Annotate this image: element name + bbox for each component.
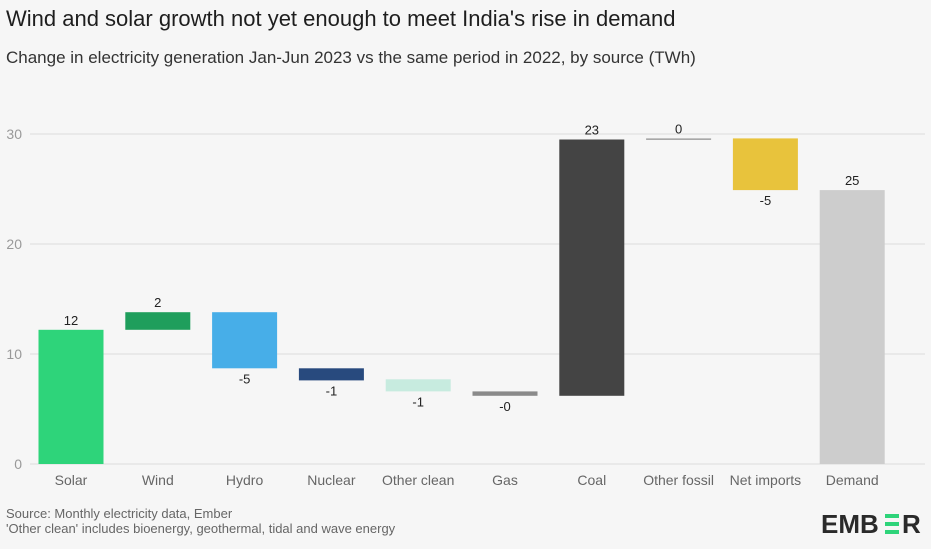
y-tick-label: 0 [14, 456, 22, 472]
bar-other-fossil [646, 138, 712, 140]
data-label: -1 [412, 394, 424, 409]
x-tick-label: Gas [492, 472, 518, 488]
x-tick-label: Other fossil [643, 472, 714, 488]
svg-text:EMB: EMB [821, 511, 879, 537]
bar-wind [125, 312, 191, 330]
data-label: 2 [154, 295, 161, 310]
x-tick-label: Demand [826, 472, 879, 488]
bar-nuclear [298, 368, 364, 381]
source-note: Source: Monthly electricity data, Ember [6, 506, 233, 521]
x-tick-label: Net imports [730, 472, 802, 488]
data-label: -5 [760, 193, 772, 208]
x-tick-label: Other clean [382, 472, 454, 488]
bar-demand [819, 190, 885, 464]
chart-title: Wind and solar growth not yet enough to … [6, 6, 676, 31]
bar-other-clean [385, 379, 451, 392]
data-label: 12 [64, 313, 78, 328]
data-label: 23 [585, 123, 599, 138]
data-label: -5 [239, 371, 251, 386]
bar-hydro [212, 312, 278, 369]
chart-subtitle: Change in electricity generation Jan-Jun… [6, 48, 696, 67]
bar-net-imports [732, 138, 798, 191]
data-label: 25 [845, 173, 859, 188]
bar-coal [559, 139, 625, 396]
y-tick-label: 20 [6, 236, 22, 252]
x-tick-label: Wind [142, 472, 174, 488]
x-tick-label: Solar [55, 472, 88, 488]
footnote: 'Other clean' includes bioenergy, geothe… [6, 521, 396, 536]
svg-text:R: R [902, 511, 921, 537]
x-tick-label: Nuclear [307, 472, 356, 488]
x-tick-label: Hydro [226, 472, 264, 488]
x-tick-label: Coal [577, 472, 606, 488]
y-tick-label: 30 [6, 126, 22, 142]
y-tick-label: 10 [6, 346, 22, 362]
data-label: 0 [675, 121, 682, 136]
bar-solar [38, 329, 104, 464]
ember-logo: EMB R [821, 511, 921, 537]
data-label: -0 [499, 399, 511, 414]
data-label: -1 [326, 383, 338, 398]
bar-gas [472, 391, 538, 396]
